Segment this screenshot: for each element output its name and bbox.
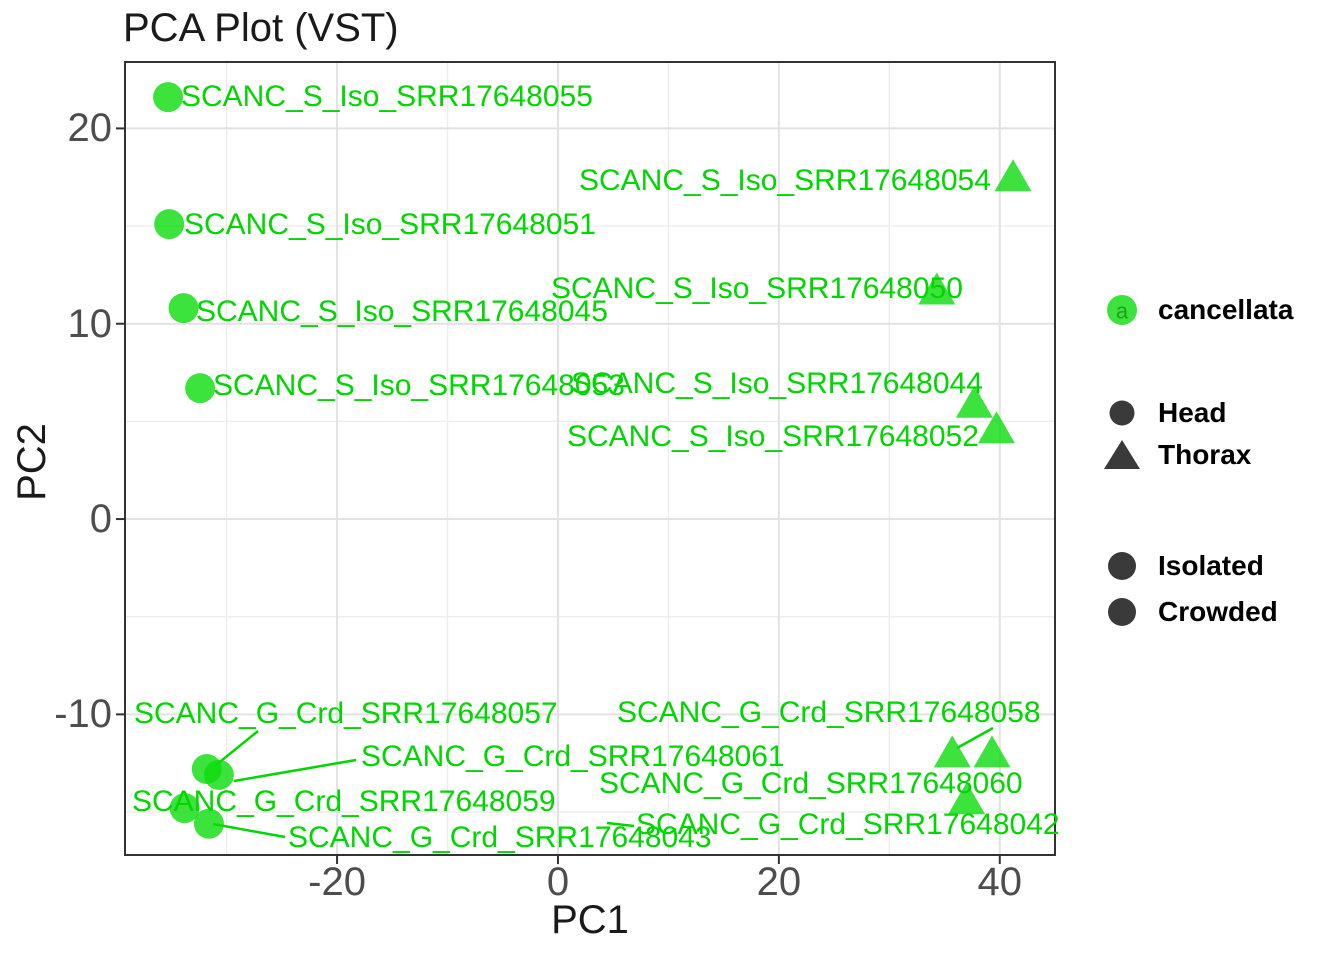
data-point-triangle bbox=[955, 385, 993, 418]
data-point-circle bbox=[193, 808, 224, 839]
data-point-circle bbox=[154, 209, 185, 240]
data-point-triangle bbox=[994, 159, 1032, 192]
data-point-circle bbox=[185, 373, 216, 404]
leader-line bbox=[956, 726, 994, 750]
leader-line bbox=[606, 821, 635, 828]
label-leader-lines bbox=[212, 726, 994, 839]
data-point-circle bbox=[153, 82, 184, 113]
y-tick-label: -10 bbox=[54, 692, 112, 737]
axis-ticks bbox=[116, 127, 1001, 864]
data-point-triangle bbox=[948, 782, 986, 815]
x-tick-label: 0 bbox=[546, 860, 570, 904]
data-point-circle bbox=[169, 793, 200, 824]
leader-line bbox=[233, 758, 357, 783]
data-point-triangle bbox=[918, 272, 956, 305]
point-label: SCANC_S_Iso_SRR17648045 bbox=[196, 295, 608, 328]
point-label: SCANC_S_Iso_SRR17648055 bbox=[181, 80, 593, 113]
point-label: SCANC_S_Iso_SRR17648044 bbox=[571, 367, 983, 400]
point-label: SCANC_G_Crd_SRR17648043 bbox=[288, 821, 712, 854]
point-label: SCANC_G_Crd_SRR17648059 bbox=[132, 785, 556, 818]
y-tick-label: 0 bbox=[89, 497, 112, 542]
data-point-triangle bbox=[973, 735, 1011, 768]
data-point-circle bbox=[168, 293, 199, 324]
point-label: SCANC_G_Crd_SRR17648058 bbox=[617, 696, 1041, 729]
panel-border bbox=[124, 61, 1056, 856]
plot-title: PCA Plot (VST) bbox=[123, 6, 399, 50]
point-label: SCANC_G_Crd_SRR17648060 bbox=[599, 767, 1023, 800]
x-tick-label: -20 bbox=[308, 860, 366, 904]
gridlines bbox=[125, 62, 1055, 855]
x-tick-label: 20 bbox=[756, 860, 802, 904]
leader-line bbox=[215, 730, 259, 766]
data-point-triangle bbox=[977, 411, 1015, 444]
leader-line bbox=[212, 822, 286, 839]
point-label: SCANC_S_Iso_SRR17648051 bbox=[184, 208, 596, 241]
y-tick-label: 20 bbox=[67, 106, 113, 151]
point-label: SCANC_G_Crd_SRR17648061 bbox=[361, 740, 785, 773]
x-axis-title: PC1 bbox=[551, 898, 629, 942]
point-label: SCANC_S_Iso_SRR17648052 bbox=[567, 420, 979, 453]
data-point-circle bbox=[203, 759, 234, 790]
point-label: SCANC_S_Iso_SRR17648053 bbox=[213, 369, 625, 402]
x-tick-label: 40 bbox=[977, 860, 1023, 904]
point-label: SCANC_S_Iso_SRR17648050 bbox=[551, 272, 963, 305]
point-label: SCANC_G_Crd_SRR17648042 bbox=[636, 808, 1060, 841]
data-points bbox=[153, 82, 1032, 839]
data-point-triangle bbox=[933, 735, 971, 768]
point-label: SCANC_S_Iso_SRR17648054 bbox=[579, 164, 991, 197]
point-label: SCANC_G_Crd_SRR17648057 bbox=[134, 697, 558, 730]
y-tick-label: 10 bbox=[67, 301, 113, 346]
